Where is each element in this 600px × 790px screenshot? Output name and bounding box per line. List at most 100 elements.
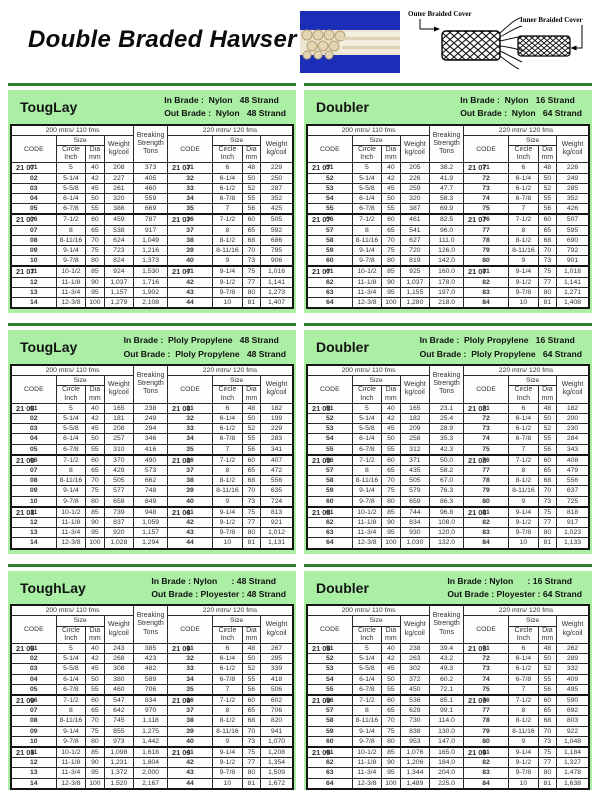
product-name: Doubler: [316, 99, 369, 115]
dia-mm-header: Dia mm: [381, 385, 401, 404]
code-suffix: 11: [30, 749, 38, 757]
code-cell: 21 09 36: [166, 694, 214, 707]
table-row: 21 07 11 10-1/2 85 924 1,530 21 07 41 9-1/4 75 1,0…: [10, 265, 294, 278]
code-suffix: 72: [482, 655, 490, 663]
code-cell: 73: [462, 182, 510, 195]
dia-mm-cell: 85: [381, 265, 401, 278]
table-row: 60 9-7/8 80 659 86.3 80 9 73 725: [306, 495, 590, 508]
weight-cell: 1,408: [556, 297, 590, 309]
table-row: 58 8-11/16 70 730 114.0 78 8-1/2 68 803: [306, 715, 590, 727]
dia-mm-cell: 55: [381, 203, 401, 215]
weight-cell: 690: [556, 234, 590, 247]
weight-cell: 803: [556, 715, 590, 727]
spec-table: 200 mtrs/ 110 fms Breaking Strength Tons 220…: [306, 123, 590, 310]
code-cell: 21 09 76: [462, 694, 510, 707]
code-prefix: 21 08: [467, 403, 487, 413]
code-cell: 03: [10, 663, 57, 675]
code-cell: 05: [10, 443, 57, 456]
breaking-strength-cell: 60.2: [429, 673, 464, 685]
weight-cell: 1,273: [260, 286, 294, 299]
circle-inch-cell: 6-7/8: [351, 443, 383, 456]
weight-cell: 725: [556, 495, 590, 508]
outer-braid-graphic: [441, 30, 501, 61]
spec-table: 200 mtrs/ 110 fms Breaking Strength Tons 220…: [306, 604, 590, 790]
code-suffix: 64: [326, 539, 334, 547]
rope-photo: [300, 11, 400, 73]
circle-inch-cell: 6-1/4: [351, 433, 383, 445]
subheader-row: Circle Inch Dia mm Circle Inch Dia mm: [11, 145, 293, 164]
weight-cell: 409: [556, 673, 590, 685]
dia-mm-cell: 75: [241, 265, 262, 278]
weight-cell: 723: [103, 245, 135, 257]
dia-mm-cell: 73: [537, 735, 558, 748]
dia-mm-cell: 42: [381, 172, 401, 184]
table-row: 07 8 65 642 970 37 8 65 706: [10, 705, 294, 717]
dia-mm-cell: 95: [85, 527, 105, 539]
code-suffix: 09: [30, 727, 38, 735]
breaking-strength-cell: 589: [133, 673, 168, 685]
weight-cell: 538: [103, 224, 135, 236]
dia-mm-cell: 70: [381, 234, 401, 247]
dia-mm-header-line: Dia: [542, 146, 553, 154]
dia-mm-header-line: Dia: [385, 386, 397, 394]
weight-cell: 1,231: [103, 757, 135, 769]
weight-cell: 818: [556, 505, 590, 518]
weight-cell: 906: [260, 255, 294, 267]
code-cell: 37: [166, 464, 214, 477]
breaking-strength-cell: 38.2: [429, 162, 464, 174]
right-range-caption: 220 mtrs/ 120 fms: [166, 364, 294, 377]
circle-inch-cell: 5-5/8: [351, 423, 383, 435]
code-suffix: 44: [186, 539, 194, 547]
code-suffix: 37: [186, 226, 194, 234]
circle-inch-cell: 6-7/8: [508, 673, 539, 685]
breaking-strength-header-line: Breaking: [136, 612, 165, 620]
breaking-strength-cell: 160.0: [429, 265, 464, 278]
circle-inch-cell: 10-1/2: [351, 265, 383, 278]
table-row: 12 11-1/8 90 1,231 1,804 42 9-1/2 77 1,354: [10, 757, 294, 769]
dia-mm-cell: 68: [241, 475, 262, 487]
weight-cell: 1,012: [260, 527, 294, 539]
code-header: CODE: [166, 375, 214, 404]
code-cell: 21 08 01: [10, 402, 57, 414]
circle-inch-header-line: Inch: [360, 634, 374, 642]
code-suffix: 84: [482, 299, 490, 307]
weight-cell: 1,271: [556, 286, 590, 299]
dia-mm-cell: 65: [537, 705, 558, 717]
circle-inch-cell: 9-7/8: [55, 495, 87, 508]
header-row: CODE Size Weight kg/coil CODE Size Weight kg/co…: [306, 375, 590, 404]
dia-mm-cell: 68: [537, 234, 558, 247]
weight-header: Weight kg/coil: [399, 134, 431, 164]
dia-mm-cell: 55: [241, 433, 262, 445]
code-cell: 21 08 51: [306, 402, 353, 414]
weight-cell: 1,638: [556, 777, 590, 790]
weight-header-line: Weight: [404, 381, 426, 389]
code-suffix: 55: [326, 445, 334, 453]
dia-mm-header-line: mm: [89, 154, 101, 162]
product-block: Doubler In Brade : Ploly Propylene 16 Str…: [304, 323, 592, 554]
code-cell: 82: [462, 757, 510, 769]
dia-mm-cell: 42: [85, 412, 105, 425]
weight-cell: 250: [260, 172, 294, 184]
breaking-strength-cell: 50.0: [429, 453, 464, 466]
code-suffix: 07: [30, 466, 38, 474]
code-cell: 55: [306, 203, 353, 215]
circle-inch-cell: 6-1/4: [508, 653, 539, 665]
code-suffix: 77: [482, 466, 490, 474]
weight-cell: 308: [103, 663, 135, 675]
weight-cell: 834: [399, 516, 431, 529]
dia-mm-cell: 60: [537, 213, 558, 226]
circle-inch-cell: 9-7/8: [212, 527, 243, 539]
code-suffix: 63: [326, 529, 334, 537]
code-suffix: 04: [30, 675, 38, 683]
weight-cell: 352: [556, 193, 590, 205]
caption-row: 200 mtrs/ 110 fms Breaking Strength Tons 220…: [306, 124, 590, 164]
code-suffix: 80: [482, 497, 490, 505]
code-suffix: 56: [326, 216, 334, 224]
code-suffix: 44: [186, 779, 194, 787]
weight-cell: 505: [399, 475, 431, 487]
circle-inch-cell: 12-3/8: [351, 537, 383, 550]
code-suffix: 34: [186, 675, 194, 683]
weight-cell: 209: [399, 423, 431, 435]
code-suffix: 75: [482, 205, 490, 213]
